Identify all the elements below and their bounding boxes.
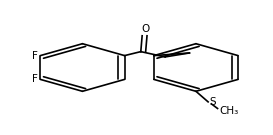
Text: F: F: [32, 74, 38, 84]
Text: CH₃: CH₃: [219, 106, 238, 116]
Text: F: F: [32, 51, 38, 61]
Text: O: O: [141, 24, 150, 34]
Text: S: S: [209, 97, 216, 107]
